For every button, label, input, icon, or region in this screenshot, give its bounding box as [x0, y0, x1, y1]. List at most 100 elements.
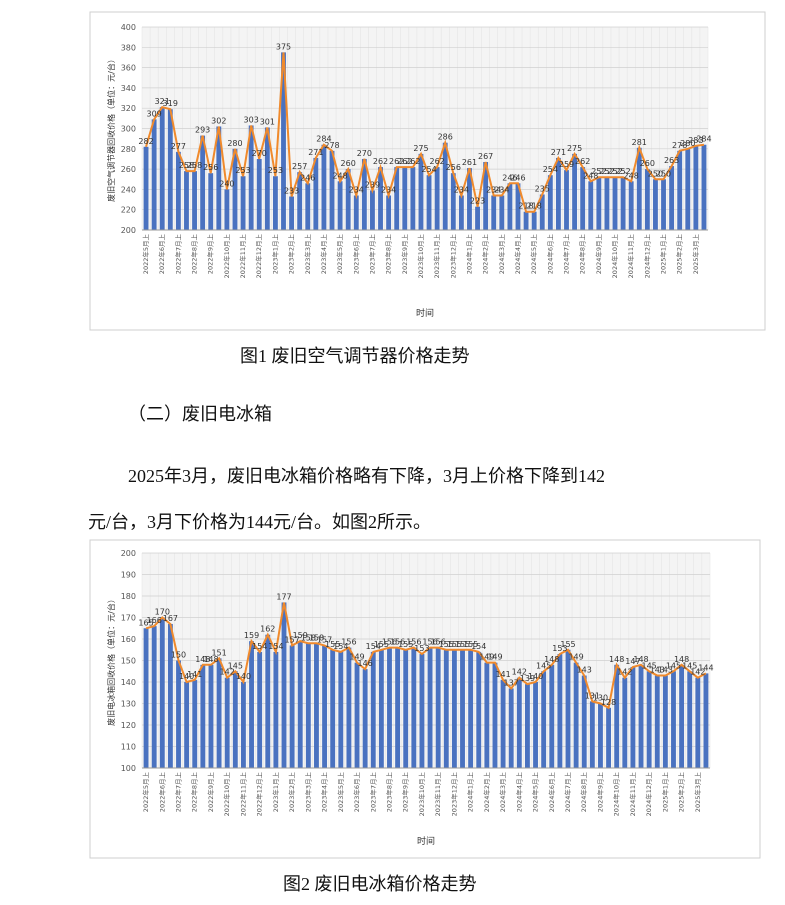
bar — [216, 658, 222, 768]
x-tick-label: 2022年10月上 — [222, 772, 231, 817]
data-label: 157 — [317, 635, 332, 644]
bar — [606, 707, 612, 768]
data-label: 271 — [308, 148, 323, 157]
y-tick-label: 200 — [121, 549, 136, 558]
data-label: 258 — [179, 161, 194, 170]
bar — [272, 176, 278, 230]
bar — [677, 150, 683, 230]
data-label: 148 — [203, 655, 218, 664]
bar — [638, 664, 644, 768]
data-label: 252 — [591, 167, 606, 176]
bar — [200, 664, 206, 768]
x-tick-label: 2023年8月上 — [384, 234, 393, 275]
data-label: 145 — [228, 661, 243, 670]
data-label: 280 — [227, 139, 242, 148]
data-label: 167 — [163, 614, 178, 623]
paragraph-line: 2025年3月，废旧电冰箱价格略有下降，3月上价格下降到142 — [128, 466, 605, 486]
bar — [531, 211, 537, 230]
x-tick-label: 2023年3月上 — [303, 772, 312, 813]
bar — [547, 175, 553, 230]
y-tick-label: 260 — [121, 165, 136, 174]
data-label: 154 — [268, 642, 283, 651]
bar — [354, 662, 360, 768]
x-tick-label: 2022年11月上 — [238, 772, 247, 817]
bar — [224, 677, 230, 768]
x-tick-label: 2024年10月上 — [612, 772, 621, 817]
bar — [539, 194, 545, 230]
data-label: 148 — [633, 655, 648, 664]
bar — [476, 651, 482, 768]
x-tick-label: 2022年12月上 — [254, 234, 263, 279]
data-label: 375 — [276, 42, 291, 51]
figure-caption: 图1 废旧空气调节器价格走势 — [240, 346, 470, 366]
bar — [565, 649, 571, 768]
data-label: 282 — [138, 137, 153, 146]
bar — [370, 190, 375, 230]
data-label: 128 — [601, 698, 616, 707]
data-label: 144 — [698, 663, 713, 672]
data-label: 235 — [535, 184, 550, 193]
bar — [370, 651, 376, 768]
data-label: 165 — [138, 618, 153, 627]
bar — [378, 649, 384, 768]
x-tick-label: 2023年1月上 — [270, 234, 279, 275]
bar — [143, 146, 149, 230]
data-label: 248 — [624, 171, 639, 180]
y-tick-label: 300 — [121, 125, 136, 134]
bar — [240, 176, 246, 230]
y-tick-label: 130 — [121, 700, 136, 709]
bar — [321, 144, 327, 230]
bar — [175, 151, 181, 230]
x-tick-label: 2022年6月上 — [157, 772, 166, 813]
data-label: 270 — [357, 149, 372, 158]
x-tick-label: 2024年8月上 — [578, 234, 587, 275]
data-label: 254 — [421, 165, 436, 174]
bar — [598, 703, 603, 768]
x-tick-label: 2024年7月上 — [563, 772, 572, 813]
data-label: 262 — [429, 157, 444, 166]
bar — [305, 643, 311, 768]
bar — [695, 677, 701, 768]
data-label: 284 — [696, 135, 711, 144]
x-tick-label: 2022年9月上 — [206, 772, 215, 813]
data-label: 283 — [688, 136, 703, 145]
y-axis-title: 废旧电冰箱回收价格（单位：元/台） — [106, 595, 116, 726]
data-label: 239 — [365, 180, 380, 189]
bar — [411, 647, 417, 768]
x-tick-label: 2022年7月上 — [173, 234, 182, 275]
data-label: 257 — [292, 162, 307, 171]
bar — [653, 179, 658, 230]
section-heading: （二）废旧电冰箱 — [128, 404, 272, 424]
y-tick-label: 170 — [121, 614, 136, 623]
bar — [418, 153, 424, 230]
bar — [523, 211, 529, 230]
bar — [507, 183, 513, 230]
bar — [630, 666, 636, 768]
bar — [434, 167, 440, 230]
data-label: 145 — [682, 661, 697, 670]
bar — [685, 148, 691, 230]
x-tick-label: 2024年1月上 — [464, 234, 473, 275]
data-label: 148 — [195, 655, 210, 664]
data-label: 253 — [235, 166, 250, 175]
data-label: 156 — [406, 638, 421, 647]
data-label: 143 — [650, 666, 665, 675]
bar — [257, 651, 263, 768]
y-tick-label: 240 — [121, 185, 136, 194]
x-tick-label: 2022年11月上 — [238, 234, 247, 279]
data-label: 147 — [625, 657, 640, 666]
bar — [492, 662, 498, 768]
bar — [403, 649, 409, 768]
data-label: 319 — [163, 99, 178, 108]
data-label: 156 — [422, 638, 437, 647]
bar — [499, 195, 505, 230]
data-label: 145 — [666, 661, 681, 670]
data-label: 155 — [560, 640, 575, 649]
bar — [475, 206, 480, 230]
bar — [549, 664, 555, 768]
bar — [427, 647, 433, 768]
x-tick-label: 2022年5月上 — [141, 772, 150, 813]
data-label: 143 — [658, 666, 673, 675]
data-label: 281 — [632, 138, 647, 147]
y-tick-label: 280 — [121, 145, 136, 154]
